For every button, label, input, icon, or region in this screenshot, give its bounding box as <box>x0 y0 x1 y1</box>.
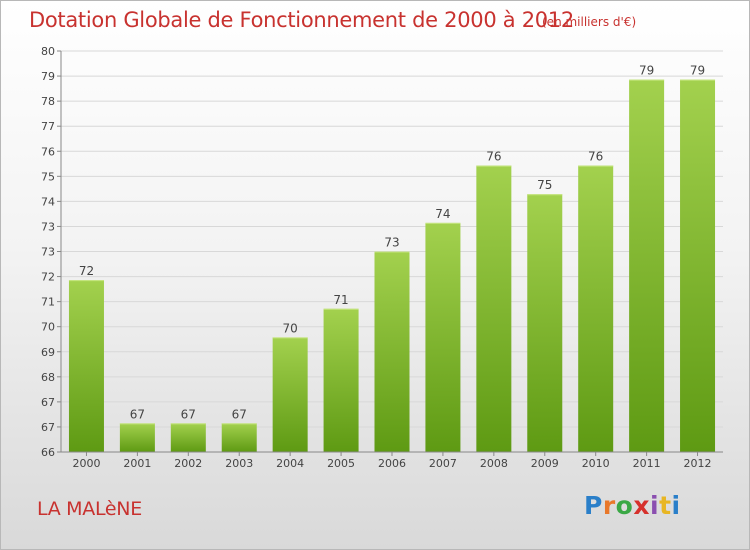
y-tick-label: 70 <box>41 321 55 334</box>
bar-2011 <box>629 79 665 453</box>
bar-value-label: 75 <box>537 178 552 192</box>
y-tick-label: 69 <box>41 346 55 359</box>
bar-value-label: 67 <box>232 407 247 421</box>
bar-2004 <box>272 337 308 452</box>
bar-value-label: 67 <box>181 407 196 421</box>
bar-value-label: 70 <box>283 321 298 335</box>
bar-2009 <box>527 194 563 452</box>
y-tick-label: 71 <box>41 296 55 309</box>
y-tick-label: 72 <box>41 271 55 284</box>
commune-name: LA MALèNE <box>37 498 142 520</box>
x-tick-label: 2009 <box>531 457 559 470</box>
x-tick-label: 2000 <box>72 457 100 470</box>
bar-value-label: 79 <box>690 64 705 78</box>
bar-value-label: 74 <box>435 207 450 221</box>
logo-letter: i <box>650 491 660 520</box>
bar-2003 <box>221 423 257 452</box>
y-tick-label: 78 <box>41 95 55 108</box>
y-tick-label: 67 <box>41 396 55 409</box>
x-tick-label: 2010 <box>582 457 610 470</box>
bar-value-label: 76 <box>588 150 603 164</box>
x-tick-label: 2006 <box>378 457 406 470</box>
y-tick-label: 77 <box>41 120 55 133</box>
bar-value-label: 79 <box>639 64 654 78</box>
x-tick-label: 2005 <box>327 457 355 470</box>
tick-labels: 66 67 67 68 69 70 71 72 73 73 74 75 76 77 78 79 80 72 2000… <box>41 45 712 470</box>
bar-value-label: 71 <box>333 293 348 307</box>
bar-2006 <box>374 251 410 452</box>
logo-letter: t <box>659 491 672 520</box>
y-tick-label: 68 <box>41 371 55 384</box>
y-tick-label: 76 <box>41 145 55 158</box>
logo-letter: o <box>615 491 634 520</box>
bar-value-label: 67 <box>130 407 145 421</box>
proxiti-logo[interactable]: Proxiti <box>584 491 681 520</box>
y-tick-label: 75 <box>41 170 55 183</box>
x-tick-label: 2002 <box>174 457 202 470</box>
logo-letter: P <box>584 491 603 520</box>
bar-2005 <box>323 308 359 452</box>
y-tick-label: 66 <box>41 446 55 459</box>
axes <box>57 50 723 456</box>
bar-value-label: 76 <box>486 150 501 164</box>
x-tick-label: 2001 <box>123 457 151 470</box>
bar-value-label: 73 <box>384 236 399 250</box>
logo-letter: x <box>633 491 650 520</box>
y-tick-label: 73 <box>41 246 55 259</box>
bar-2008 <box>476 165 512 453</box>
x-tick-label: 2003 <box>225 457 253 470</box>
x-tick-label: 2011 <box>633 457 661 470</box>
x-tick-label: 2008 <box>480 457 508 470</box>
bar-2000 <box>68 280 104 452</box>
logo-letter: i <box>671 491 681 520</box>
chart-title: Dotation Globale de Fonctionnement de 20… <box>29 8 574 32</box>
y-tick-label: 67 <box>41 421 55 434</box>
y-tick-label: 73 <box>41 220 55 233</box>
bar-2007 <box>425 222 461 452</box>
bar-2010 <box>578 165 614 453</box>
y-tick-label: 74 <box>41 195 55 208</box>
x-tick-label: 2012 <box>684 457 712 470</box>
y-tick-label: 79 <box>41 70 55 83</box>
bar-value-label: 72 <box>79 264 94 278</box>
logo-letter: r <box>602 491 616 520</box>
y-tick-label: 80 <box>41 45 55 58</box>
bar-2012 <box>680 79 716 453</box>
bars <box>68 79 716 453</box>
bar-2001 <box>119 423 155 452</box>
x-tick-label: 2007 <box>429 457 457 470</box>
chart-unit: (en milliers d'€) <box>542 15 637 29</box>
x-tick-label: 2004 <box>276 457 304 470</box>
bar-2002 <box>170 423 206 452</box>
